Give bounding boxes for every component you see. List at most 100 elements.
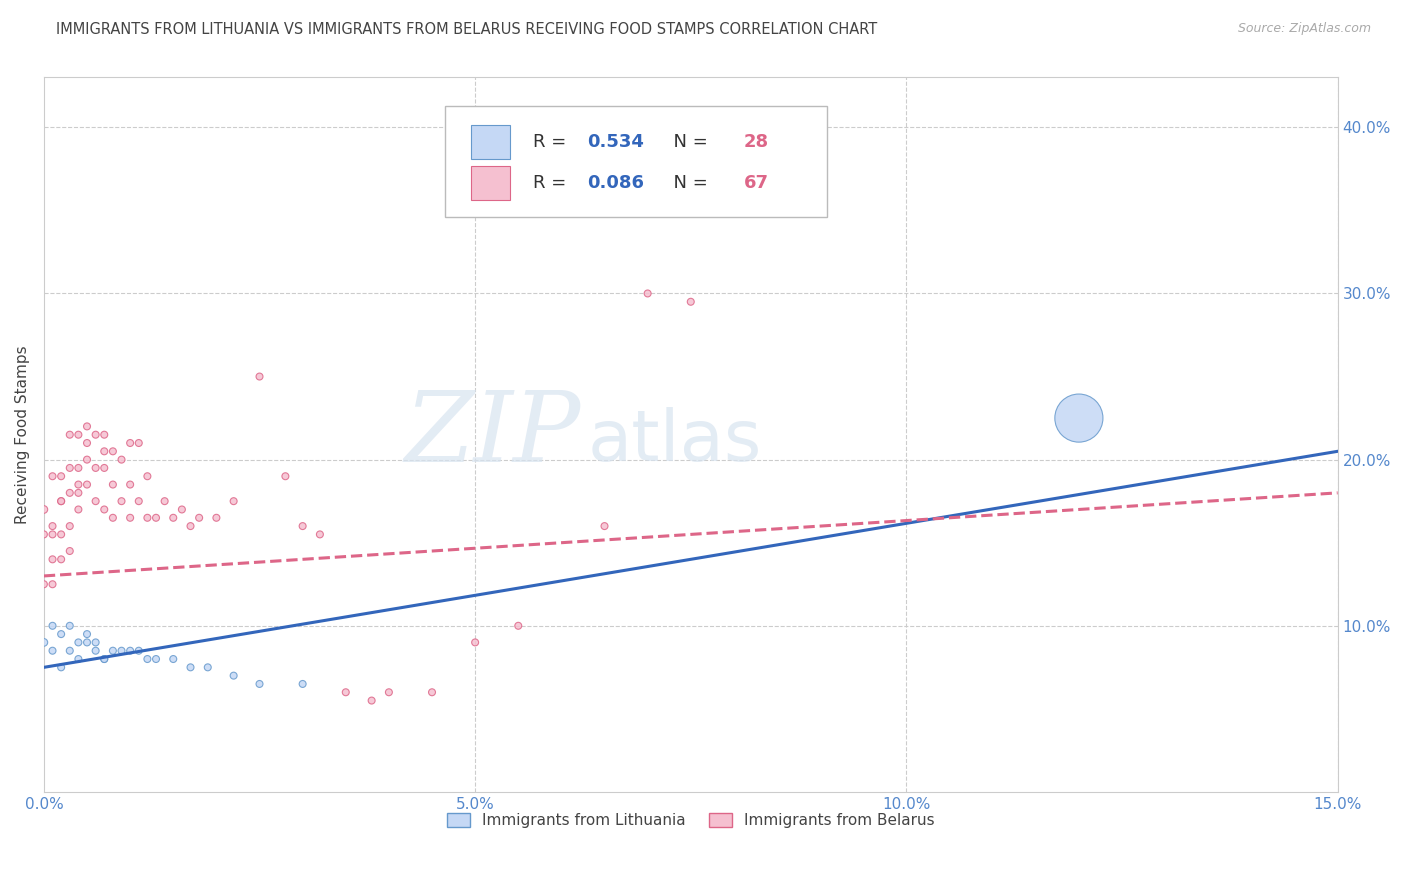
Text: R =: R =: [533, 174, 572, 192]
Text: N =: N =: [662, 133, 714, 151]
Point: [67, 461, 90, 475]
Point: [162, 510, 184, 524]
Point: [101, 444, 124, 458]
Point: [41, 619, 63, 633]
Point: [1067, 411, 1090, 425]
Point: [136, 469, 159, 483]
Point: [378, 685, 401, 699]
Point: [153, 494, 176, 508]
Point: [222, 494, 245, 508]
Point: [120, 644, 142, 658]
Point: [188, 510, 211, 524]
Point: [41, 552, 63, 566]
Point: [49, 494, 72, 508]
Point: [274, 469, 297, 483]
Point: [136, 510, 159, 524]
Point: [76, 627, 98, 641]
Point: [420, 685, 443, 699]
Point: [84, 494, 107, 508]
Point: [180, 519, 202, 533]
Point: [41, 644, 63, 658]
FancyBboxPatch shape: [471, 166, 509, 201]
FancyBboxPatch shape: [444, 106, 827, 217]
Point: [508, 619, 530, 633]
Point: [49, 469, 72, 483]
Text: IMMIGRANTS FROM LITHUANIA VS IMMIGRANTS FROM BELARUS RECEIVING FOOD STAMPS CORRE: IMMIGRANTS FROM LITHUANIA VS IMMIGRANTS …: [56, 22, 877, 37]
Point: [76, 477, 98, 491]
Point: [170, 502, 193, 516]
Point: [93, 444, 115, 458]
Point: [93, 652, 115, 666]
Point: [59, 519, 82, 533]
Point: [637, 286, 659, 301]
Point: [32, 502, 55, 516]
Point: [84, 644, 107, 658]
Point: [59, 644, 82, 658]
Point: [32, 527, 55, 541]
Point: [41, 527, 63, 541]
Point: [145, 510, 167, 524]
Point: [120, 436, 142, 450]
Point: [76, 419, 98, 434]
Point: [76, 635, 98, 649]
Point: [249, 677, 271, 691]
Point: [180, 660, 202, 674]
Text: 67: 67: [744, 174, 769, 192]
Legend: Immigrants from Lithuania, Immigrants from Belarus: Immigrants from Lithuania, Immigrants fr…: [441, 807, 941, 834]
Point: [136, 652, 159, 666]
Text: Source: ZipAtlas.com: Source: ZipAtlas.com: [1237, 22, 1371, 36]
Point: [335, 685, 357, 699]
Point: [59, 544, 82, 558]
Point: [222, 668, 245, 682]
Point: [84, 635, 107, 649]
Point: [59, 486, 82, 500]
Point: [49, 660, 72, 674]
Point: [76, 436, 98, 450]
Point: [205, 510, 228, 524]
Point: [67, 652, 90, 666]
Point: [120, 510, 142, 524]
Point: [93, 502, 115, 516]
Point: [249, 369, 271, 384]
Point: [128, 644, 150, 658]
Point: [67, 486, 90, 500]
Y-axis label: Receiving Food Stamps: Receiving Food Stamps: [15, 345, 30, 524]
Point: [49, 627, 72, 641]
Point: [309, 527, 332, 541]
Point: [93, 427, 115, 442]
Point: [41, 469, 63, 483]
Point: [67, 502, 90, 516]
Point: [49, 527, 72, 541]
Point: [84, 461, 107, 475]
Point: [59, 619, 82, 633]
Point: [49, 494, 72, 508]
Point: [110, 452, 132, 467]
FancyBboxPatch shape: [471, 125, 509, 159]
Point: [128, 436, 150, 450]
Point: [162, 652, 184, 666]
Point: [145, 652, 167, 666]
Point: [110, 644, 132, 658]
Text: R =: R =: [533, 133, 572, 151]
Text: ZIP: ZIP: [405, 387, 581, 483]
Text: atlas: atlas: [588, 408, 762, 476]
Point: [291, 519, 314, 533]
Point: [110, 494, 132, 508]
Text: N =: N =: [662, 174, 714, 192]
Point: [291, 677, 314, 691]
Text: 0.086: 0.086: [588, 174, 644, 192]
Point: [84, 427, 107, 442]
Point: [67, 427, 90, 442]
Point: [93, 461, 115, 475]
Point: [197, 660, 219, 674]
Point: [120, 477, 142, 491]
Point: [59, 427, 82, 442]
Point: [41, 577, 63, 591]
Point: [32, 635, 55, 649]
Point: [464, 635, 486, 649]
Point: [679, 294, 702, 309]
Point: [67, 477, 90, 491]
Point: [76, 452, 98, 467]
Text: 28: 28: [744, 133, 769, 151]
Point: [128, 494, 150, 508]
